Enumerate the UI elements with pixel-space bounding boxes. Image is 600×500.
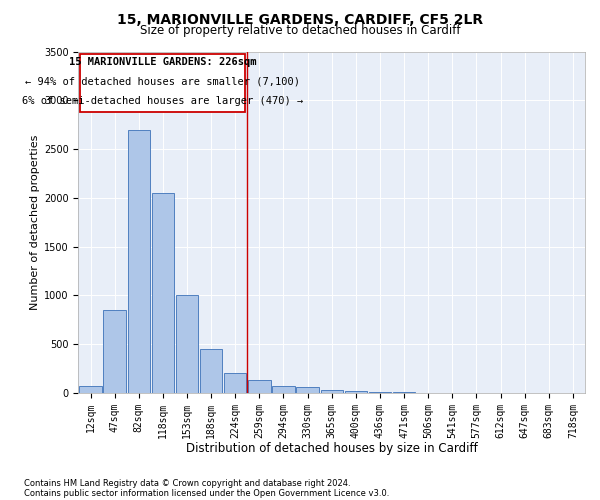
Bar: [128, 130, 150, 393]
Text: 15, MARIONVILLE GARDENS, CARDIFF, CF5 2LR: 15, MARIONVILLE GARDENS, CARDIFF, CF5 2L…: [117, 12, 483, 26]
Bar: [200, 349, 223, 393]
Bar: [272, 386, 295, 393]
Text: Size of property relative to detached houses in Cardiff: Size of property relative to detached ho…: [140, 24, 460, 37]
Bar: [296, 388, 319, 393]
FancyBboxPatch shape: [80, 54, 245, 112]
Bar: [79, 386, 102, 393]
Text: 6% of semi-detached houses are larger (470) →: 6% of semi-detached houses are larger (4…: [22, 96, 303, 106]
X-axis label: Distribution of detached houses by size in Cardiff: Distribution of detached houses by size …: [186, 442, 478, 455]
Bar: [344, 391, 367, 393]
Bar: [320, 390, 343, 393]
Text: Contains public sector information licensed under the Open Government Licence v3: Contains public sector information licen…: [24, 488, 389, 498]
Y-axis label: Number of detached properties: Number of detached properties: [30, 134, 40, 310]
Bar: [369, 392, 391, 393]
Bar: [248, 380, 271, 393]
Bar: [103, 310, 126, 393]
Text: ← 94% of detached houses are smaller (7,100): ← 94% of detached houses are smaller (7,…: [25, 76, 300, 86]
Bar: [152, 193, 174, 393]
Bar: [176, 296, 198, 393]
Bar: [224, 374, 247, 393]
Text: Contains HM Land Registry data © Crown copyright and database right 2024.: Contains HM Land Registry data © Crown c…: [24, 478, 350, 488]
Text: 15 MARIONVILLE GARDENS: 226sqm: 15 MARIONVILLE GARDENS: 226sqm: [69, 58, 256, 68]
